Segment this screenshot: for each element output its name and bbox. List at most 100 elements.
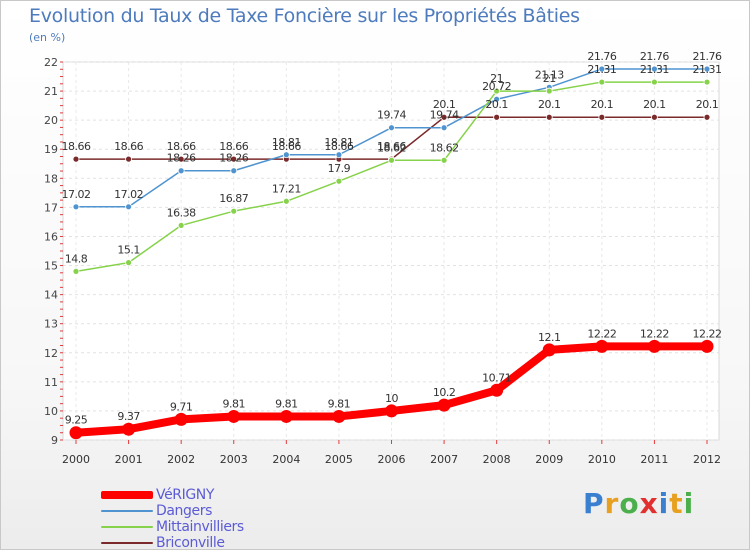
data-point-briconville <box>125 155 132 163</box>
data-label-briconville: 18.66 <box>324 140 353 153</box>
data-point-verigny <box>542 343 556 357</box>
data-point-mittainvilliers <box>388 156 395 164</box>
data-point-briconville <box>72 155 80 163</box>
data-label-dangers: 17.02 <box>114 188 143 201</box>
proxiti-logo: Proxiti <box>583 487 694 520</box>
x-tick-label: 2011 <box>640 453 668 466</box>
data-label-mittainvilliers: 21 <box>543 72 556 85</box>
data-label-mittainvilliers: 15.1 <box>117 244 140 257</box>
logo-letter: r <box>604 487 620 520</box>
data-point-verigny <box>437 398 451 412</box>
y-tick-label: 19 <box>44 143 58 156</box>
data-point-verigny <box>595 339 609 353</box>
data-label-verigny: 12.22 <box>693 327 722 340</box>
data-point-mittainvilliers <box>282 197 290 205</box>
data-point-verigny <box>174 412 188 426</box>
data-point-mittainvilliers <box>72 267 80 275</box>
data-label-briconville: 18.66 <box>114 140 143 153</box>
data-label-briconville: 18.66 <box>377 140 406 153</box>
legend-swatch-dangers <box>101 510 153 512</box>
x-tick-label: 2005 <box>325 453 353 466</box>
data-point-briconville <box>177 155 185 163</box>
data-label-dangers: 19.74 <box>430 109 459 122</box>
data-point-mittainvilliers <box>230 207 238 215</box>
data-point-briconville <box>703 113 711 121</box>
data-label-verigny: 9.25 <box>65 414 88 427</box>
legend-item-dangers: Dangers <box>101 503 244 519</box>
legend-swatch-mittainvilliers <box>101 526 153 528</box>
data-label-briconville: 20.1 <box>696 98 719 111</box>
data-point-briconville <box>598 113 606 121</box>
data-point-mittainvilliers <box>703 78 711 86</box>
y-tick-label: 13 <box>44 318 58 331</box>
y-tick-label: 21 <box>44 85 58 98</box>
x-tick-label: 2009 <box>535 453 563 466</box>
data-label-dangers: 18.26 <box>219 152 248 165</box>
data-label-dangers: 19.74 <box>377 109 406 122</box>
data-point-dangers <box>335 151 343 159</box>
legend-label-verigny: VéRIGNY <box>156 487 215 503</box>
x-tick-label: 2004 <box>272 453 300 466</box>
legend-item-verigny: VéRIGNY <box>101 487 244 503</box>
x-tick-label: 2010 <box>588 453 616 466</box>
data-label-briconville: 20.1 <box>485 98 508 111</box>
data-label-dangers: 21.76 <box>640 50 669 63</box>
logo-letter: i <box>683 487 695 520</box>
unit-label: (en %) <box>29 31 66 44</box>
data-label-briconville: 20.1 <box>433 98 456 111</box>
data-point-verigny <box>279 409 293 423</box>
legend: VéRIGNY Dangers Mittainvilliers Briconvi… <box>101 487 244 551</box>
data-label-briconville: 18.66 <box>167 140 196 153</box>
data-point-mittainvilliers <box>493 87 501 95</box>
y-tick-label: 11 <box>44 376 58 389</box>
chart-title: Evolution du Taux de Taxe Foncière sur l… <box>29 5 580 27</box>
data-label-dangers: 21.13 <box>535 68 564 81</box>
data-point-briconville <box>545 113 553 121</box>
data-label-dangers: 21.76 <box>587 50 616 63</box>
y-tick-label: 10 <box>44 405 58 418</box>
data-label-mittainvilliers: 16.87 <box>219 192 248 205</box>
data-point-mittainvilliers <box>651 78 658 86</box>
x-tick-label: 2008 <box>483 453 511 466</box>
y-tick-label: 22 <box>44 56 58 69</box>
x-tick-label: 2002 <box>167 453 195 466</box>
data-label-dangers: 18.81 <box>272 136 301 149</box>
legend-swatch-verigny <box>101 491 153 499</box>
data-label-mittainvilliers: 21 <box>490 72 503 85</box>
data-point-verigny <box>700 339 714 353</box>
data-point-dangers <box>282 151 290 159</box>
data-label-dangers: 21.76 <box>693 50 722 63</box>
data-point-briconville <box>230 155 238 163</box>
data-point-verigny <box>490 383 504 397</box>
data-label-verigny: 12.1 <box>538 331 561 344</box>
data-label-briconville: 18.66 <box>219 140 248 153</box>
data-point-mittainvilliers <box>545 87 553 95</box>
data-point-dangers <box>125 203 132 211</box>
legend-item-mittainvilliers: Mittainvilliers <box>101 519 244 535</box>
data-point-mittainvilliers <box>335 177 343 185</box>
data-point-dangers <box>651 65 658 73</box>
logo-letter: o <box>619 487 640 520</box>
y-tick-label: 18 <box>44 172 58 185</box>
data-point-verigny <box>122 422 136 436</box>
data-label-verigny: 9.71 <box>170 400 193 413</box>
data-point-mittainvilliers <box>440 156 448 164</box>
x-tick-label: 2003 <box>220 453 248 466</box>
data-point-verigny <box>227 409 241 423</box>
x-tick-label: 2007 <box>430 453 458 466</box>
data-label-mittainvilliers: 17.9 <box>328 162 351 175</box>
y-tick-label: 20 <box>44 114 58 127</box>
y-tick-label: 16 <box>44 230 58 243</box>
data-point-mittainvilliers <box>177 222 185 229</box>
x-tick-label: 2000 <box>62 453 90 466</box>
data-label-mittainvilliers: 18.62 <box>430 141 459 154</box>
data-point-verigny <box>647 339 661 353</box>
x-tick-label: 2001 <box>115 453 143 466</box>
data-label-mittainvilliers: 21.31 <box>640 63 669 76</box>
data-point-dangers <box>493 95 501 103</box>
data-point-verigny <box>69 426 83 440</box>
data-label-verigny: 10.2 <box>433 386 456 399</box>
data-label-dangers: 18.26 <box>167 152 196 165</box>
data-label-verigny: 10.71 <box>482 371 511 384</box>
legend-label-dangers: Dangers <box>156 503 212 519</box>
